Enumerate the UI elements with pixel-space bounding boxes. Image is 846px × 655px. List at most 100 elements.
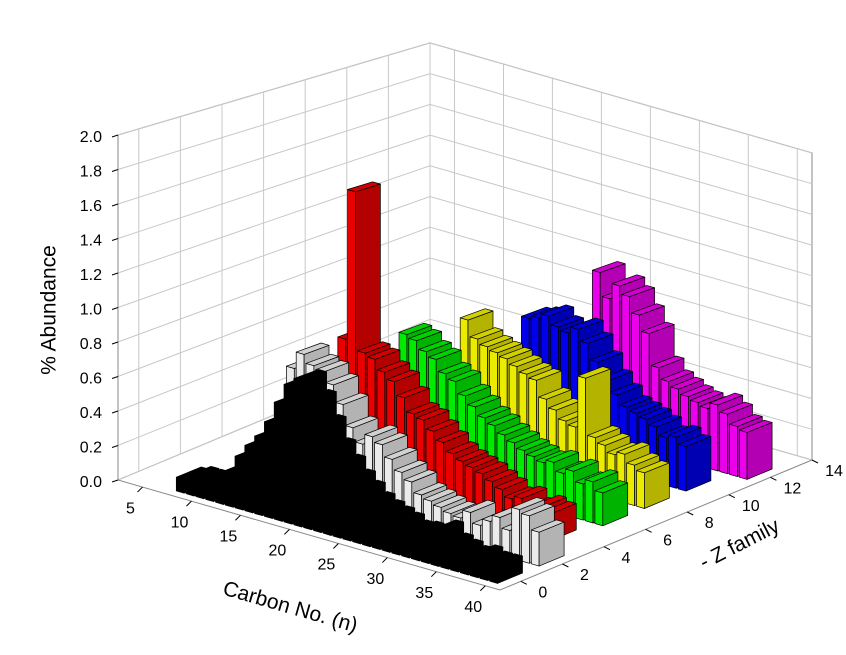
bar-top: [596, 432, 631, 446]
bar-top: [719, 401, 753, 415]
bar-top: [433, 494, 467, 508]
bar-top: [474, 461, 509, 475]
z-tick-label: 8: [705, 515, 714, 532]
bar-top: [364, 424, 398, 438]
bar-top: [435, 430, 469, 443]
bar-front: [450, 548, 459, 573]
z-tick: [520, 580, 528, 585]
x-tick: [284, 529, 290, 535]
bar-top: [513, 485, 548, 499]
bar-top: [413, 482, 447, 496]
bar-top: [616, 441, 651, 455]
bar-top: [457, 383, 491, 397]
bar-top: [636, 460, 670, 474]
y-axis-title: % Abundance: [38, 245, 61, 375]
bar-top: [408, 328, 442, 342]
bar-front: [332, 463, 342, 539]
bar-top: [579, 331, 614, 344]
bar-top: [335, 392, 369, 405]
bar-front: [411, 530, 420, 562]
bar-front: [479, 560, 489, 581]
y-tick: [111, 479, 119, 483]
y-tick-label: 2.0: [80, 129, 102, 146]
bar-front: [729, 423, 738, 477]
bar-top: [362, 491, 396, 505]
bar-top: [545, 449, 580, 463]
bar-top: [313, 413, 347, 427]
bar-top: [371, 499, 406, 513]
bar-top: [638, 406, 673, 420]
bar-top: [479, 550, 514, 564]
bar-front: [283, 383, 293, 525]
bar-front: [738, 429, 748, 480]
bar-top: [521, 503, 555, 517]
bar-top: [347, 181, 381, 193]
y-tick-label: 0.8: [80, 336, 102, 353]
bar-top: [467, 394, 501, 408]
y-tick: [111, 376, 119, 379]
bar-top: [295, 342, 330, 355]
bar-top: [293, 369, 327, 382]
z-tick: [728, 494, 736, 499]
bar-top: [462, 499, 496, 513]
bar-front: [195, 479, 205, 500]
bar-front: [293, 378, 302, 528]
bar-top: [550, 315, 584, 328]
bar-front: [313, 423, 322, 534]
bar-front: [362, 501, 371, 548]
bar-top: [342, 468, 376, 482]
bar-front: [254, 435, 263, 517]
y-tick: [111, 169, 119, 172]
bar-top: [303, 388, 337, 402]
bar-top: [689, 390, 724, 403]
y-tick: [111, 445, 119, 448]
y-tick-label: 1.4: [80, 233, 102, 250]
y-tick-label: 1.6: [80, 198, 102, 215]
bar-front: [584, 479, 594, 524]
x-tick: [235, 514, 241, 521]
bar-top: [484, 469, 518, 482]
bar-top: [660, 369, 695, 382]
bar-top: [648, 414, 682, 428]
bar-top: [628, 400, 663, 414]
x-tick-label: 40: [464, 599, 482, 616]
z-tick-label: 4: [622, 550, 631, 567]
y-tick: [111, 272, 119, 276]
bar-top: [447, 369, 482, 382]
x-tick-label: 30: [366, 571, 384, 588]
bar-top: [621, 285, 655, 297]
y-tick-label: 1.2: [80, 267, 102, 284]
bar-front: [342, 478, 351, 542]
z-tick: [686, 511, 694, 516]
bar-front: [185, 476, 195, 497]
bar-top: [667, 424, 702, 438]
bar-top: [464, 455, 499, 469]
bar-front: [719, 411, 728, 475]
z-tick: [770, 476, 777, 481]
bar-top: [398, 322, 433, 335]
bar-front: [430, 529, 440, 567]
x-tick: [382, 557, 388, 563]
bar-top: [709, 392, 744, 406]
y-tick-label: 0.0: [80, 474, 102, 491]
bar-top: [440, 532, 474, 546]
bar-top: [352, 479, 386, 493]
bar-top: [670, 376, 704, 390]
bar-front: [489, 563, 498, 584]
bar-front: [636, 470, 645, 509]
x-tick: [479, 585, 486, 592]
bar-top: [540, 304, 575, 317]
bar-front: [303, 398, 312, 531]
bar-top: [322, 437, 357, 450]
bar-front: [322, 446, 332, 536]
bar-top: [570, 317, 604, 330]
bar-top: [489, 340, 523, 354]
x-tick-label: 15: [220, 528, 238, 545]
bar-front: [234, 455, 244, 511]
bar-top: [631, 303, 665, 316]
bar-top: [626, 452, 660, 466]
bar-front: [391, 521, 400, 556]
bar-top: [381, 505, 416, 519]
bar-front: [264, 421, 273, 519]
bar-front: [530, 529, 540, 567]
